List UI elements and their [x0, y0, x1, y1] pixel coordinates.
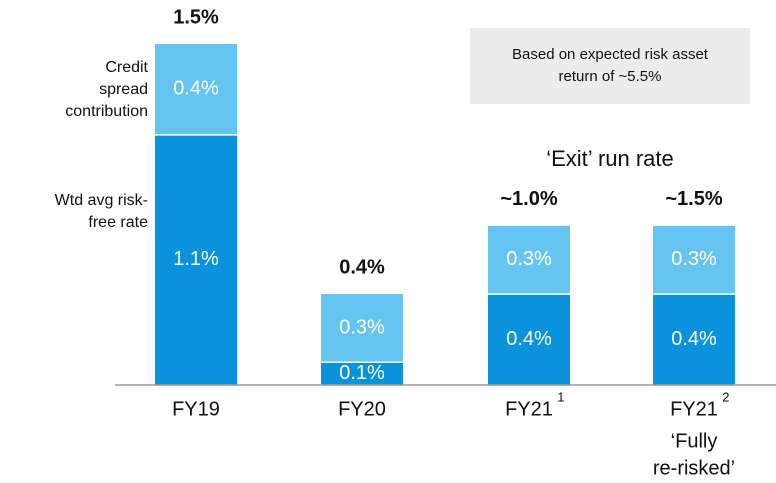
value-label: 0.1% [339, 362, 385, 384]
value-label: 1.1% [173, 248, 219, 270]
bar-segment [653, 294, 735, 385]
value-label: 0.4% [173, 78, 219, 100]
bar-segment [321, 362, 403, 385]
value-label: 0.3% [506, 248, 552, 270]
bar-segment [488, 225, 570, 295]
total-label: 1.5% [173, 6, 219, 28]
superscript: 2 [722, 389, 729, 404]
bar-segment [155, 134, 237, 385]
note-box: Based on expected risk asset return of ~… [470, 28, 750, 104]
bar-segment [653, 225, 735, 295]
total-label: ~1.0% [500, 188, 557, 210]
value-label: 0.4% [671, 328, 717, 350]
total-label: 0.4% [339, 256, 385, 278]
series-label: Wtd avg risk-free rate [54, 192, 148, 231]
bar-segment [155, 44, 237, 135]
x-tick-label: FY21 [505, 398, 553, 420]
value-label: 0.4% [506, 328, 552, 350]
value-label: 0.3% [339, 316, 385, 338]
total-label: ~1.5% [665, 188, 722, 210]
category-caption: ‘Fully [671, 430, 718, 452]
note-text: Based on expected risk asset return of ~… [512, 46, 708, 85]
x-tick-label: FY21 [670, 398, 718, 420]
x-tick-label: FY19 [172, 398, 220, 420]
bar-segment [321, 294, 403, 363]
annotation: ‘Exit’ run rate [546, 146, 674, 171]
category-caption: re-risked’ [653, 457, 735, 479]
x-tick-label: FY20 [338, 398, 386, 420]
value-label: 0.3% [671, 248, 717, 270]
bar-segment [488, 294, 570, 385]
superscript: 1 [557, 389, 564, 404]
series-label: Credit spread contribution [65, 59, 148, 120]
